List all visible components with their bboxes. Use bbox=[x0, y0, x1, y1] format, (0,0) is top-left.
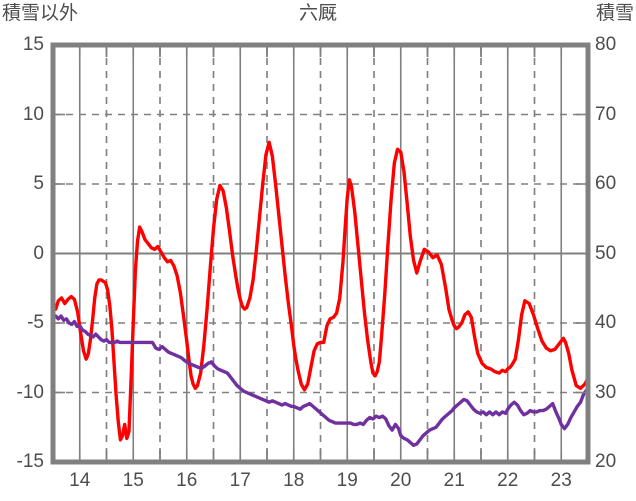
x-axis-tick-label: 18 bbox=[283, 470, 305, 491]
y-axis-tick-label: 15 bbox=[22, 34, 44, 55]
y2-axis-tick-label: 60 bbox=[595, 173, 617, 194]
x-axis-tick-label: 22 bbox=[497, 470, 519, 491]
series-line-2 bbox=[53, 314, 590, 448]
y-axis-tick-label: -5 bbox=[27, 312, 44, 333]
x-axis-tick-label: 23 bbox=[550, 470, 572, 491]
y2-axis-tick-label: 30 bbox=[595, 381, 617, 403]
x-axis-tick-label: 20 bbox=[390, 470, 412, 491]
right-axis-title: 積雪 bbox=[595, 2, 634, 24]
x-axis-tick-label: 17 bbox=[229, 470, 251, 491]
y2-axis-tick-label: 70 bbox=[595, 103, 617, 125]
y-axis-tick-label: -15 bbox=[16, 451, 44, 472]
axis-ticks bbox=[55, 47, 586, 460]
y-axis-tick-label: 0 bbox=[33, 242, 44, 264]
y2-axis-tick-label: 50 bbox=[595, 242, 617, 264]
x-axis-tick-label: 15 bbox=[122, 470, 144, 491]
y2-axis-tick-label: 80 bbox=[595, 34, 617, 55]
y-axis-tick-label: 10 bbox=[22, 103, 44, 125]
x-axis-tick-label: 16 bbox=[176, 470, 198, 491]
x-axis-tick-label: 21 bbox=[443, 470, 465, 491]
x-axis-tick-label: 19 bbox=[336, 470, 358, 491]
y-axis-tick-label: -10 bbox=[16, 381, 44, 403]
y2-axis-tick-label: 40 bbox=[595, 312, 617, 333]
y-axis-tick-label: 5 bbox=[33, 173, 44, 194]
left-axis-title: 積雪以外 bbox=[2, 2, 79, 24]
x-axis-tick-label: 14 bbox=[69, 470, 91, 491]
page-title: 六厩 bbox=[298, 2, 337, 24]
y2-axis-tick-label: 20 bbox=[595, 451, 617, 472]
gridlines bbox=[53, 45, 588, 462]
series-lines bbox=[53, 140, 590, 448]
axis-frame bbox=[50, 42, 591, 465]
series-line-1 bbox=[53, 140, 590, 442]
